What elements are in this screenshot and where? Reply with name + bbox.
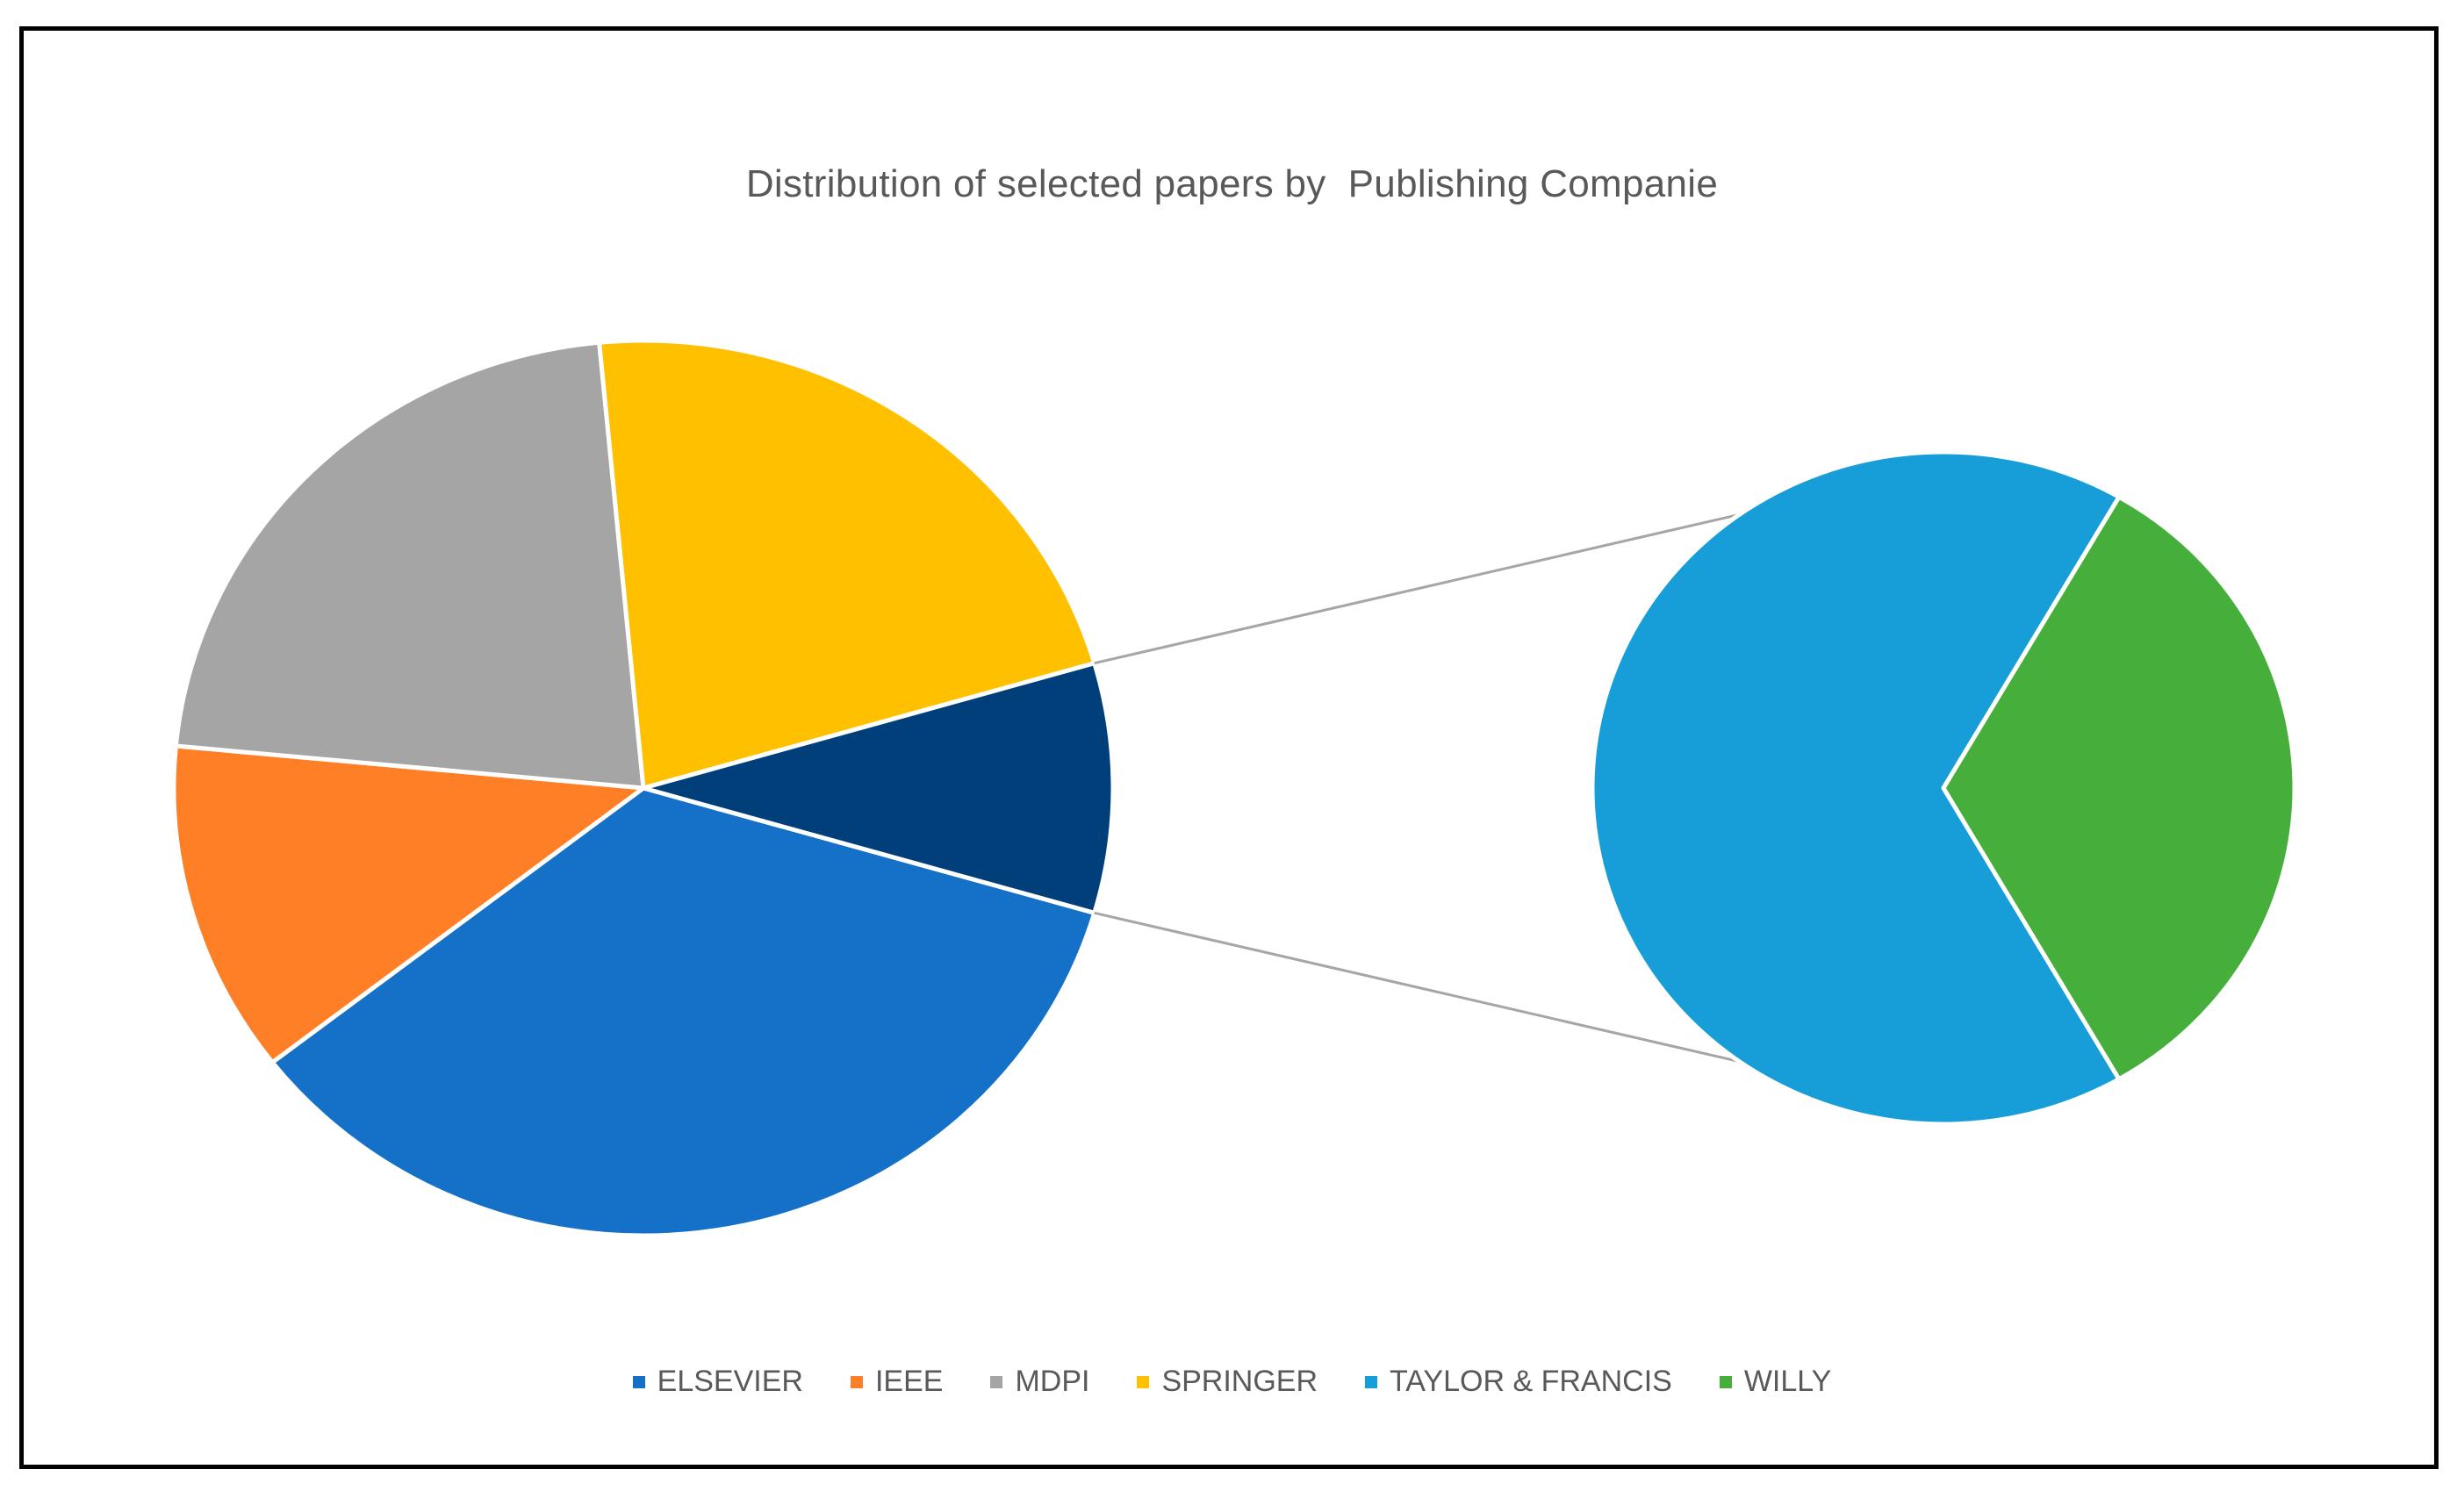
legend-label-willy: WILLY [1743,1365,1832,1398]
legend-item-elsevier: ELSEVIER [632,1365,803,1399]
legend-swatch-ieee [850,1375,863,1388]
pie-slice-mdpi [173,340,646,791]
legend-item-springer: SPRINGER [1137,1365,1318,1399]
legend-item-ieee: IEEE [850,1365,944,1399]
legend-label-ieee: IEEE [874,1365,944,1398]
pie-slice-springer [597,338,1097,791]
connector-line-top [1094,512,1740,665]
legend-item-mdpi: MDPI [990,1365,1089,1399]
connector-lines [1094,512,1740,1064]
legend-item-taylor-and-francis: TAYLOR & FRANCIS [1365,1365,1672,1399]
pie-slice-ieee [171,743,646,1065]
legend-label-mdpi: MDPI [1015,1365,1090,1398]
secondary-slice-taylor-and-francis [1590,449,2122,1127]
legend-swatch-mdpi [990,1375,1003,1388]
legend-label-taylor-and-francis: TAYLOR & FRANCIS [1390,1365,1672,1398]
legend-label-springer: SPRINGER [1161,1365,1318,1398]
legend-item-willy: WILLY [1719,1365,1832,1399]
legend-swatch-springer [1137,1375,1150,1388]
connector-line-bottom [1094,911,1740,1064]
chart-title: Distribution of selected papers by Publi… [745,162,1719,205]
main-pie [171,338,1116,1238]
pie-slice-elsevier [269,785,1097,1238]
legend-label-elsevier: ELSEVIER [657,1365,803,1398]
legend-swatch-taylor-and-francis [1365,1375,1378,1388]
secondary-pie [1590,449,2297,1127]
secondary-slice-willy [1941,494,2297,1082]
pie-slice-other-combined [641,661,1116,915]
legend-swatch-willy [1719,1375,1732,1388]
legend-swatch-elsevier [632,1375,645,1388]
chart-legend: ELSEVIER IEEE MDPI SPRINGER TAYLOR & FRANCIS… [0,1365,2464,1399]
